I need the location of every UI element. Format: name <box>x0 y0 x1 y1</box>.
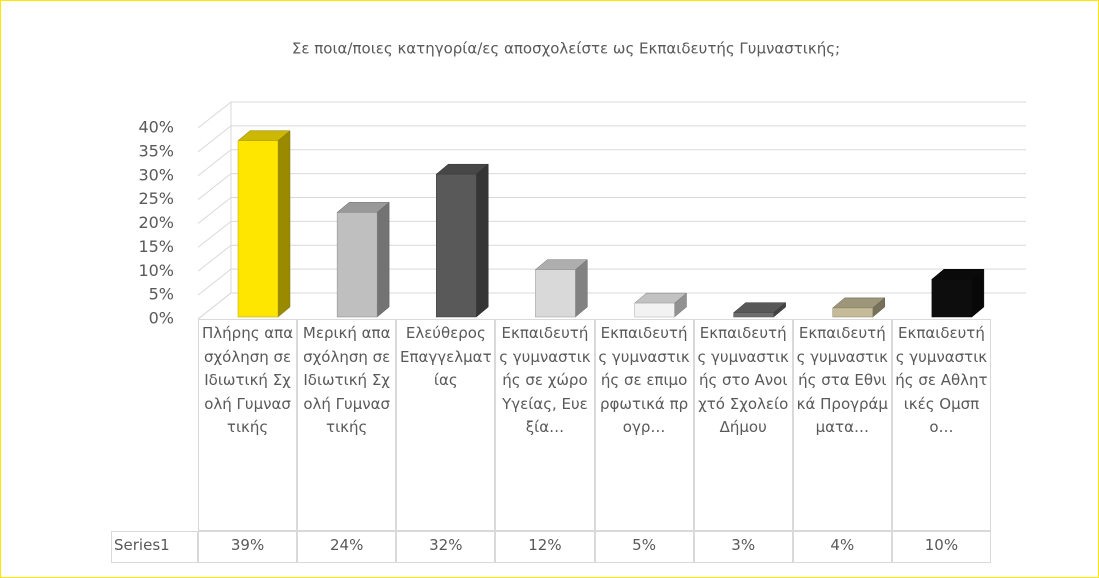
data-label: 24% <box>297 531 397 563</box>
x-tick-label: Εκπαιδευτής γυμναστικής σε επιμορφωτικά … <box>594 319 694 531</box>
bar <box>633 292 688 318</box>
bar <box>435 163 489 318</box>
data-label: 4% <box>792 531 892 563</box>
y-tick-label: 5% <box>149 285 174 304</box>
bar <box>336 201 390 318</box>
y-tick-label: 15% <box>138 237 174 256</box>
bar <box>832 297 886 318</box>
y-tick-label: 10% <box>138 261 174 280</box>
data-label: 5% <box>594 531 694 563</box>
bar <box>931 268 985 318</box>
grid-line <box>197 220 1026 248</box>
x-tick-label: Εκπαιδευτής γυμναστικής στο Ανοιχτό Σχολ… <box>693 319 793 531</box>
y-tick-label: 25% <box>138 189 174 208</box>
bar <box>732 302 787 318</box>
x-tick-label: Εκπαιδευτής γυμναστικής σε Αθλητικές Ομσ… <box>891 319 991 531</box>
bar <box>237 130 291 318</box>
data-label: 12% <box>495 531 595 563</box>
x-tick-label: Εκπαιδευτής γυμναστικής σε χώρο Υγείας, … <box>495 319 595 531</box>
y-tick-label: 40% <box>138 118 174 137</box>
y-tick-label: 20% <box>138 213 174 232</box>
data-label: 3% <box>693 531 793 563</box>
legend-entry: Series1 <box>111 531 198 563</box>
grid-line <box>197 268 1026 296</box>
x-tick-label: Μερική απασχόληση σε Ιδιωτική Σχολή Γυμν… <box>297 319 397 531</box>
grid-line <box>197 197 1026 224</box>
bar <box>534 259 589 318</box>
data-label: 10% <box>891 531 991 563</box>
grid-line <box>197 292 1026 320</box>
y-tick-label: 35% <box>138 141 174 160</box>
y-tick-label: 30% <box>138 165 174 184</box>
grid-line <box>197 101 1026 129</box>
grid-line <box>197 149 1026 177</box>
x-tick-label: Πλήρης απασχόληση σε Ιδιωτική Σχολή Γυμν… <box>198 319 298 531</box>
grid-line <box>197 173 1026 201</box>
data-label: 32% <box>396 531 496 563</box>
grid-line <box>197 125 1026 153</box>
x-tick-label: Εκπαιδευτής γυμναστικής στα Εθνικά Προγρ… <box>792 319 892 531</box>
grid-line <box>197 244 1026 272</box>
chart-title: Σε ποια/ποιες κατηγορία/ες αποσχολείστε … <box>292 40 840 58</box>
y-tick-label: 0% <box>149 309 174 328</box>
x-tick-label: Ελεύθερος Επαγγελματίας <box>396 319 496 531</box>
data-label: 39% <box>198 531 298 563</box>
